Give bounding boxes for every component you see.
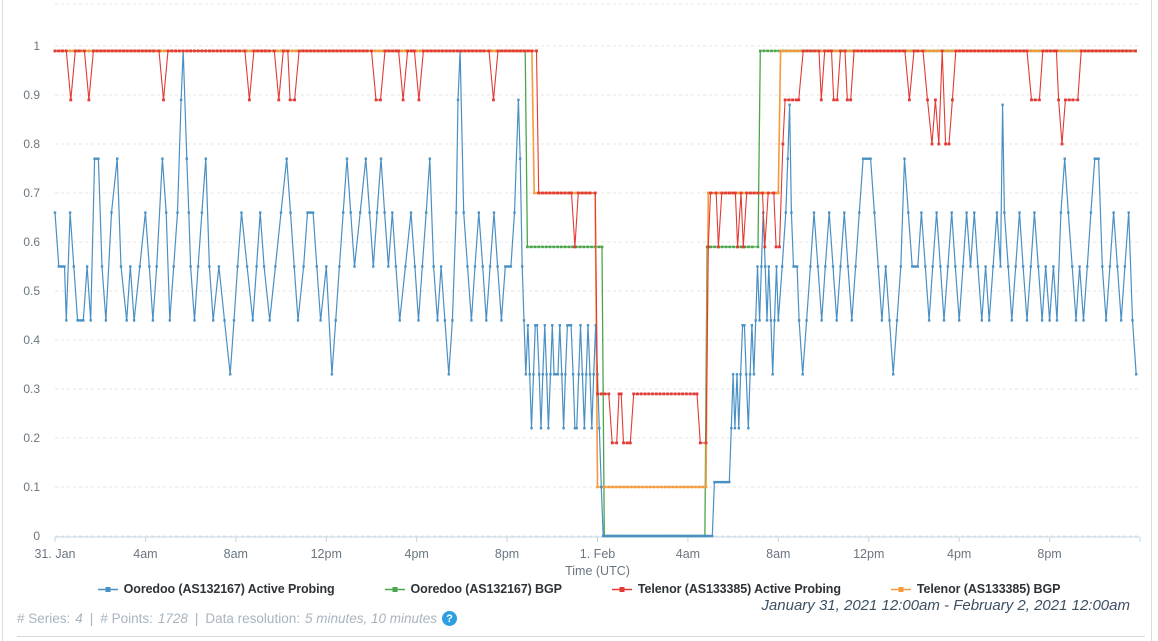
legend-marker-icon [611, 586, 632, 592]
x-tick-label: 12pm [311, 547, 342, 561]
points-count-value: 1728 [157, 611, 188, 626]
chart-footer: # Series: 4 | # Points: 1728 | Data resolu… [17, 611, 458, 626]
legend-marker-icon [384, 586, 405, 592]
resolution-label: Data resolution: [205, 611, 300, 626]
series-markers-2 [53, 49, 1137, 445]
x-axis-title: Time (UTC) [565, 564, 630, 578]
footer-separator: | [89, 611, 94, 626]
legend-item-3[interactable]: Telenor (AS133385) BGP [890, 582, 1061, 596]
x-tick-label: 8pm [495, 547, 519, 561]
series-count-label: # Series: [17, 611, 71, 626]
legend-item-1[interactable]: Ooredoo (AS132167) BGP [384, 582, 562, 596]
series-line-3 [55, 50, 1136, 488]
legend-item-2[interactable]: Telenor (AS133385) Active Probing [611, 582, 841, 596]
date-range-label: January 31, 2021 12:00am - February 2, 2… [761, 597, 1130, 614]
chart-legend: Ooredoo (AS132167) Active Probing Ooredoo… [0, 582, 1158, 596]
series-count-value: 4 [75, 611, 83, 626]
points-count-label: # Points: [100, 611, 153, 626]
panel-right-border [1151, 0, 1152, 641]
legend-label: Ooredoo (AS132167) BGP [410, 582, 562, 596]
legend-label: Telenor (AS133385) BGP [916, 582, 1061, 596]
x-tick-label: 8pm [1037, 547, 1061, 561]
x-tick-label: 12pm [853, 547, 884, 561]
legend-marker-icon [97, 586, 118, 592]
y-tick-label: 0.1 [23, 480, 40, 494]
x-tick-label: 4am [676, 547, 700, 561]
x-tick-label: 4pm [947, 547, 971, 561]
y-tick-label: 0.7 [23, 186, 40, 200]
y-tick-label: 0.5 [23, 284, 40, 298]
legend-label: Ooredoo (AS132167) Active Probing [123, 582, 335, 596]
y-tick-label: 0.6 [23, 235, 40, 249]
resolution-value: 5 minutes, 10 minutes [304, 611, 438, 626]
y-tick-label: 0.8 [23, 137, 40, 151]
legend-item-0[interactable]: Ooredoo (AS132167) Active Probing [97, 582, 335, 596]
bottom-divider [17, 636, 1145, 637]
x-tick-label: 8am [224, 547, 248, 561]
legend-marker-icon [890, 586, 911, 592]
y-tick-label: 0.4 [23, 333, 40, 347]
x-tick-label: 4pm [405, 547, 429, 561]
time-series-chart[interactable]: 0 0.1 0.2 0.3 0.4 0.5 0.6 0.7 0.8 0.9 1 31. Jan 4am 8… [0, 0, 1158, 580]
y-tick-label: 0.9 [23, 88, 40, 102]
y-tick-label: 0.2 [23, 431, 40, 445]
series-line-2 [55, 50, 1136, 444]
y-tick-label: 0 [33, 529, 40, 543]
help-icon[interactable]: ? [442, 611, 458, 626]
footer-separator: | [194, 611, 199, 626]
x-tick-label: 8am [766, 547, 790, 561]
panel-left-border [2, 0, 3, 641]
y-tick-label: 0.3 [23, 382, 40, 396]
x-tick-label: 31. Jan [34, 547, 75, 561]
legend-label: Telenor (AS133385) Active Probing [637, 582, 841, 596]
y-tick-label: 1 [33, 39, 40, 53]
x-tick-label: 1. Feb [580, 547, 615, 561]
x-tick-label: 4am [133, 547, 157, 561]
